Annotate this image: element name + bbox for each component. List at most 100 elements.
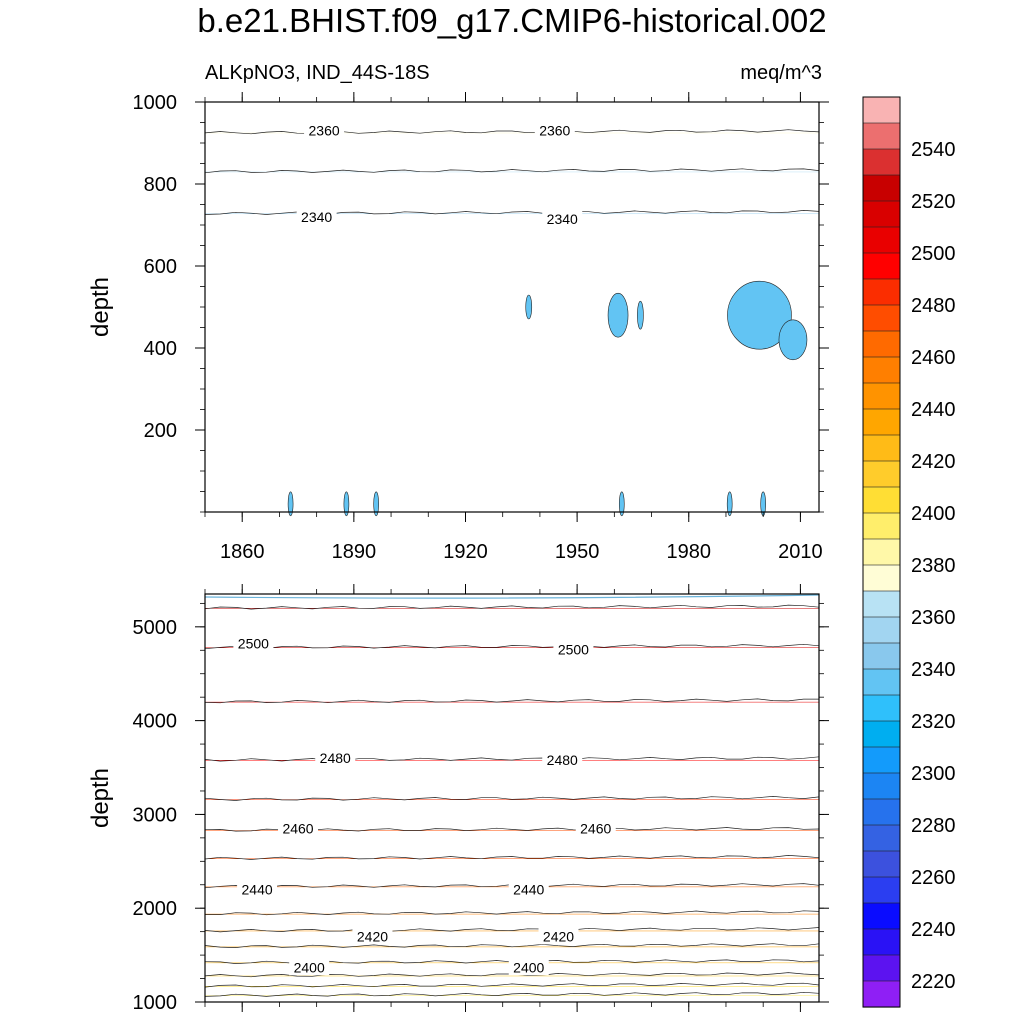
contour-label: 2340 — [547, 211, 578, 227]
contour-band — [205, 701, 819, 703]
contour-line — [204, 991, 820, 997]
colorbar-swatch — [862, 746, 901, 774]
colorbar-swatch — [862, 798, 901, 826]
colorbar-label: 2260 — [911, 867, 956, 889]
contour-line — [204, 594, 820, 599]
colorbar-label: 2460 — [911, 347, 956, 369]
contour-label: 2480 — [547, 752, 578, 768]
colorbar-swatch — [862, 382, 901, 410]
contour-label: 2420 — [543, 928, 574, 944]
contour-line — [204, 982, 820, 988]
colorbar-swatch — [862, 642, 901, 670]
contour-label-box — [542, 209, 583, 227]
contour-feature — [726, 491, 733, 517]
colorbar-swatch — [862, 278, 901, 306]
colorbar-swatch — [862, 850, 901, 878]
colorbar-label: 2540 — [911, 139, 956, 161]
x-tick-label: 1890 — [332, 541, 377, 563]
contour-line — [204, 698, 819, 704]
contour-label: 2400 — [294, 959, 325, 975]
contour-label-box — [237, 880, 278, 898]
colorbar-swatch — [862, 174, 901, 202]
colorbar-swatch — [862, 304, 901, 332]
colorbar-swatch — [862, 460, 901, 488]
colorbar-label: 2320 — [911, 711, 956, 733]
contour-label: 2460 — [580, 820, 611, 836]
y-tick-label: 2000 — [133, 898, 178, 920]
colorbar: 2540 2520 2500 2480 2460 2440 2420 2400 2380 2360… — [862, 96, 956, 1024]
contour-label: 2360 — [309, 123, 340, 139]
colorbar-label: 2360 — [911, 607, 956, 629]
colorbar-label: 2400 — [911, 503, 956, 525]
colorbar-swatch — [862, 954, 901, 982]
contour-band — [205, 608, 819, 609]
colorbar-label: 2300 — [911, 763, 956, 785]
contour-line — [204, 943, 820, 948]
contour-feature — [637, 300, 644, 330]
contour-label-box — [553, 640, 594, 658]
contour-line — [205, 910, 820, 916]
contour-band — [205, 171, 819, 173]
colorbar-label: 2280 — [911, 815, 956, 837]
contour-line — [204, 604, 820, 610]
plot-frame — [204, 101, 820, 513]
colorbar-swatch — [862, 226, 901, 254]
contour-band — [205, 647, 819, 648]
colorbar-label: 2480 — [911, 295, 956, 317]
contour-feature — [618, 491, 625, 517]
colorbar-label: 2420 — [911, 451, 956, 473]
colorbar-label: 2340 — [911, 659, 956, 681]
y-tick-label: 200 — [144, 420, 177, 442]
colorbar-swatch — [862, 772, 901, 800]
contour-band — [205, 132, 819, 134]
upper-panel: 2340 2340 2360 2360 200 400 600 800 1000 depth 186… — [87, 92, 829, 563]
contour-line — [204, 643, 820, 650]
y-tick-label: 1000 — [133, 992, 178, 1014]
y-tick-label: 400 — [144, 338, 177, 360]
contour-band — [205, 858, 819, 859]
contour-label-box — [575, 819, 616, 837]
contour-label-box — [233, 634, 274, 652]
colorbar-swatch — [862, 694, 901, 722]
contour-label: 2480 — [320, 750, 351, 766]
contour-label-box — [538, 927, 579, 945]
colorbar-swatch — [862, 876, 901, 904]
chart-title: b.e21.BHIST.f09_g17.CMIP6-historical.002 — [197, 2, 827, 39]
x-tick-label: 1950 — [555, 541, 600, 563]
x-tick-label: 1920 — [443, 541, 488, 563]
contour-feature — [287, 491, 294, 517]
colorbar-swatch — [862, 330, 901, 358]
contour-label-box — [508, 880, 549, 898]
contour-label-box — [315, 749, 356, 767]
colorbar-swatch — [862, 408, 901, 436]
colorbar-swatch — [862, 538, 901, 566]
colorbar-swatch — [862, 252, 901, 280]
contour-band — [205, 213, 819, 215]
y-tick-label: 3000 — [133, 804, 178, 826]
colorbar-swatch — [862, 486, 901, 514]
lower-panel: 2400 2400 2420 2420 2440 2440 2460 2460 2480 2480… — [87, 584, 829, 1014]
y-tick-label: 4000 — [133, 711, 178, 733]
colorbar-swatch — [862, 434, 901, 462]
colorbar-swatch — [862, 980, 901, 1008]
contour-label-box — [296, 207, 337, 225]
colorbar-swatch — [862, 928, 901, 956]
colorbar-swatch — [862, 200, 901, 228]
contour-feature — [607, 292, 629, 338]
colorbar-swatch — [862, 824, 901, 852]
contour-line — [204, 855, 820, 860]
colorbar-label: 2240 — [911, 919, 956, 941]
colorbar-label: 2440 — [911, 399, 956, 421]
contour-line — [204, 796, 820, 801]
colorbar-swatch — [862, 96, 901, 124]
colorbar-label: 2520 — [911, 191, 956, 213]
chart-subtitle-units: meq/m^3 — [740, 62, 822, 84]
contour-feature — [778, 319, 808, 361]
colorbar-label: 2220 — [911, 971, 956, 993]
y-tick-label: 600 — [144, 256, 177, 278]
contour-label: 2340 — [301, 209, 332, 225]
contour-label-box — [289, 958, 330, 976]
colorbar-swatch — [862, 590, 901, 618]
contour-band — [205, 975, 819, 977]
colorbar-label: 2380 — [911, 555, 956, 577]
